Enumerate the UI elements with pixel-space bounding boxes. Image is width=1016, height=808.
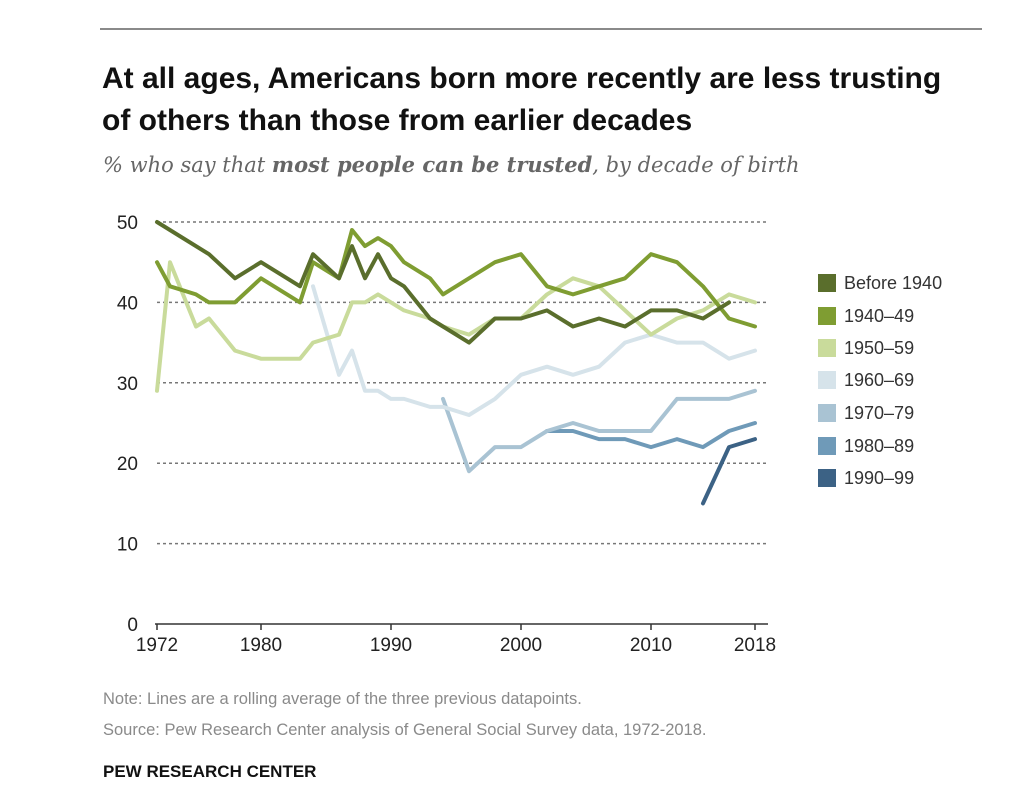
legend-label: 1960–69 xyxy=(844,369,915,390)
chart-note: Note: Lines are a rolling average of the… xyxy=(103,690,582,708)
x-tick-label: 1972 xyxy=(136,635,178,656)
legend-label: 1980–89 xyxy=(844,435,915,456)
legend-swatch xyxy=(818,469,836,487)
legend-swatch xyxy=(818,274,836,292)
legend-item: 1990–99 xyxy=(818,467,914,489)
y-tick-label: 10 xyxy=(117,535,138,556)
series-line-1980-89 xyxy=(545,421,757,450)
x-tick-label: 2010 xyxy=(630,635,672,656)
legend-item: 1980–89 xyxy=(818,435,914,457)
series-line-1940-49 xyxy=(155,228,757,329)
legend-swatch xyxy=(818,307,836,325)
subtitle-post: , by decade of birth xyxy=(592,153,800,177)
y-tick-label: 30 xyxy=(117,374,138,395)
x-tick-label: 2018 xyxy=(734,635,776,656)
x-tick-label: 1980 xyxy=(240,635,282,656)
chart-title: At all ages, Americans born more recentl… xyxy=(102,62,942,137)
subtitle-bold: most people can be trusted xyxy=(271,152,593,177)
y-tick-label: 0 xyxy=(127,615,138,636)
legend-swatch xyxy=(818,371,836,389)
y-tick-label: 50 xyxy=(117,213,138,234)
series-line-1990-99 xyxy=(701,437,757,506)
x-tick-label: 1990 xyxy=(370,635,412,656)
legend-swatch xyxy=(818,404,836,422)
legend-item: 1960–69 xyxy=(818,369,914,391)
legend-label: 1950–59 xyxy=(844,337,915,358)
legend-label: 1940–49 xyxy=(844,305,915,326)
y-tick-label: 20 xyxy=(117,454,138,475)
chart-source: Source: Pew Research Center analysis of … xyxy=(103,721,707,739)
legend-label: Before 1940 xyxy=(844,272,943,293)
legend-swatch xyxy=(818,339,836,357)
legend-item: 1950–59 xyxy=(818,337,914,359)
x-tick-label: 2000 xyxy=(500,635,542,656)
series-line-1950-59 xyxy=(155,260,757,393)
legend-item: Before 1940 xyxy=(818,272,942,294)
legend-label: 1990–99 xyxy=(844,467,915,488)
y-tick-label: 40 xyxy=(117,293,138,314)
legend-item: 1970–79 xyxy=(818,402,914,424)
legend-label: 1970–79 xyxy=(844,402,915,423)
chart-subtitle: % who say that most people can be truste… xyxy=(103,152,800,177)
legend-swatch xyxy=(818,437,836,455)
subtitle-pre: % who say that xyxy=(103,153,272,177)
legend-item: 1940–49 xyxy=(818,305,914,327)
series-line-before-1940 xyxy=(155,220,731,345)
series-line-1970-79 xyxy=(441,388,757,474)
top-rule xyxy=(100,28,982,30)
series-line-1960-69 xyxy=(311,284,757,417)
brand-logo-text: PEW RESEARCH CENTER xyxy=(103,762,317,781)
